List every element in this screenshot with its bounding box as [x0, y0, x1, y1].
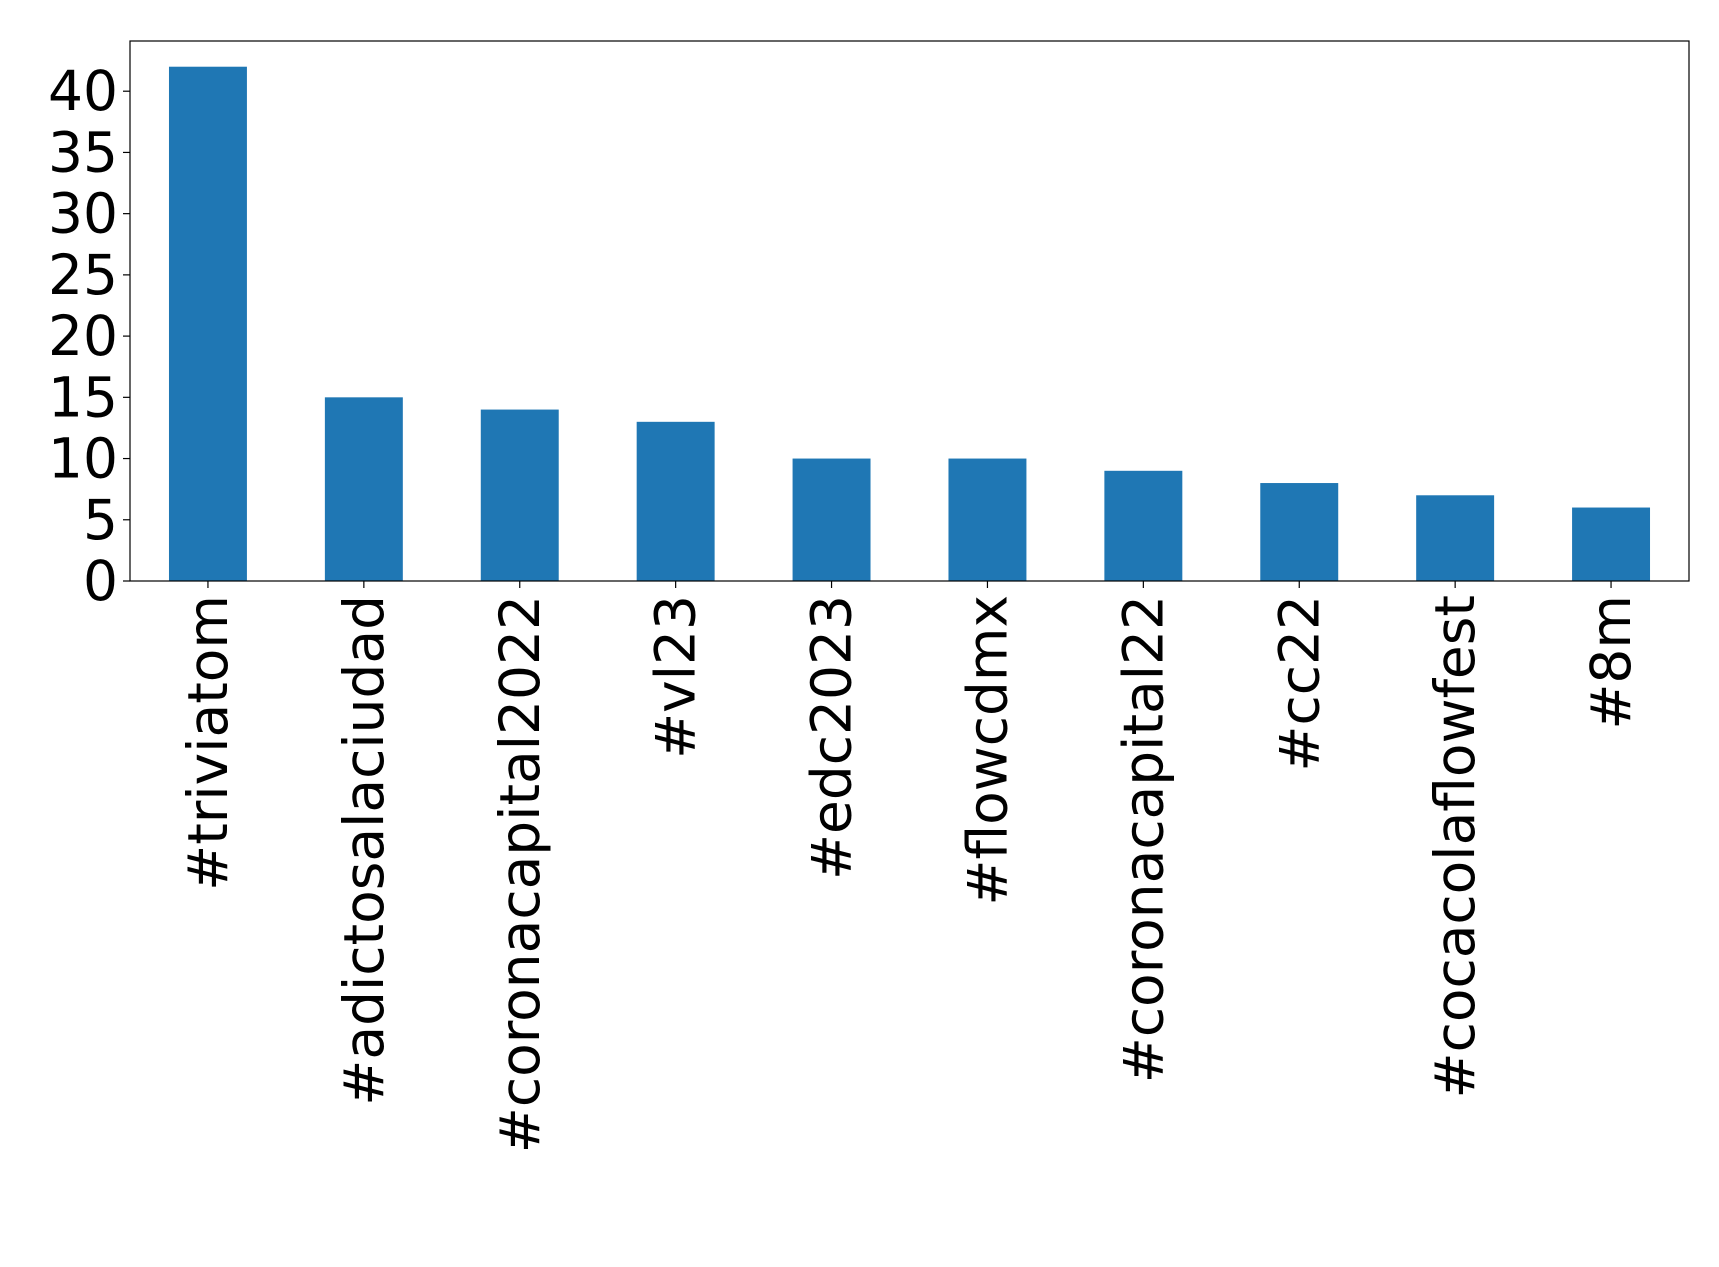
x-tick-label-6: #coronacapital22 [1111, 595, 1175, 1083]
y-tick-label-3: 15 [48, 365, 118, 429]
y-tick-label-7: 35 [48, 120, 118, 184]
bar-7 [1260, 483, 1339, 581]
bar-6 [1104, 470, 1183, 581]
bar-2 [480, 409, 559, 581]
bar-3 [636, 421, 715, 581]
plot-frame [129, 40, 1690, 582]
y-tick-label-5: 25 [48, 243, 118, 307]
x-tick-label-4: #edc2023 [800, 595, 864, 880]
bar-4 [792, 458, 871, 581]
bar-0 [168, 66, 247, 581]
y-tick-label-2: 10 [48, 427, 118, 491]
x-tick-label-2: #coronacapital2022 [488, 595, 552, 1153]
y-tick-label-4: 20 [48, 304, 118, 368]
x-tick-label-8: #cocacolaflowfest [1423, 595, 1487, 1099]
bar-5 [948, 458, 1027, 581]
y-tick-label-6: 30 [48, 182, 118, 246]
x-axis: #triviatom #adictosalaciudad #coronacapita… [176, 581, 1643, 1153]
x-tick-label-5: #flowcdmx [955, 595, 1019, 906]
x-tick-label-3: #vl23 [644, 595, 708, 759]
bars-layer [168, 66, 1651, 581]
x-tick-label-1: #adictosalaciudad [332, 595, 396, 1106]
y-tick-label-8: 40 [48, 59, 118, 123]
bar-8 [1416, 495, 1495, 581]
x-tick-label-9: #8m [1579, 595, 1643, 730]
bar-1 [324, 397, 403, 581]
x-tick-label-7: #cc22 [1267, 595, 1331, 772]
x-tick-label-0: #triviatom [176, 595, 240, 891]
y-tick-label-0: 0 [83, 549, 118, 613]
y-tick-label-1: 5 [83, 488, 118, 552]
bar-9 [1572, 507, 1651, 581]
